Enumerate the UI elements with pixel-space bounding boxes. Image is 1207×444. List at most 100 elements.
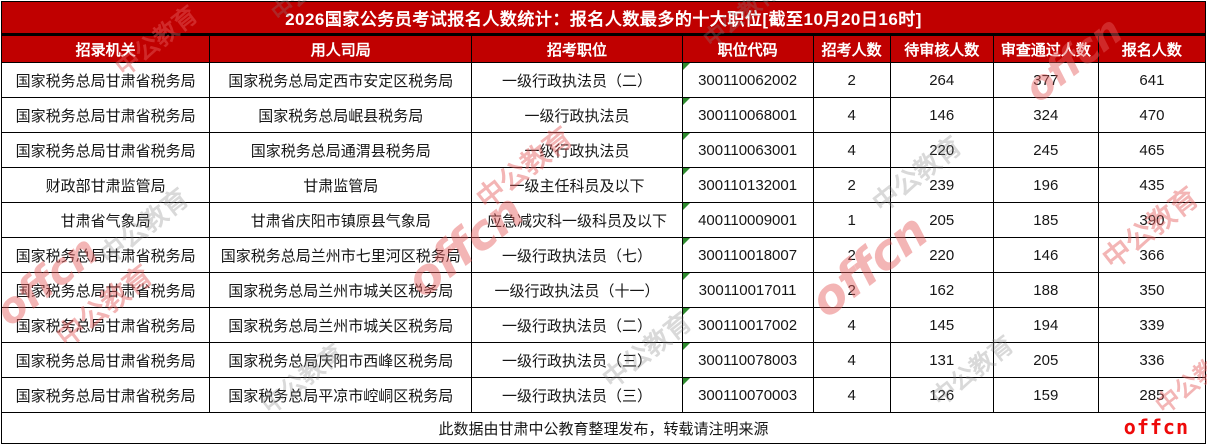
- table-row: 国家税务总局甘肃省税务局 国家税务总局兰州市七里河区税务局 一级行政执法员（七） 30…: [0, 237, 1207, 273]
- cell-recruit-count: 4: [812, 342, 891, 378]
- cell-position-title: 一级行政执法员（三）: [471, 377, 683, 413]
- cell-employing-department: 国家税务总局兰州市七里河区税务局: [209, 237, 473, 273]
- table-row: 国家税务总局甘肃省税务局 国家税务总局兰州市城关区税务局 一级行政执法员（二） 300…: [0, 307, 1207, 343]
- cell-applicant-count: 465: [1097, 132, 1207, 168]
- col-header-position-title: 招考职位: [471, 34, 683, 63]
- col-header-position-code: 职位代码: [681, 34, 814, 63]
- cell-employing-department: 国家税务总局庆阳市西峰区税务局: [209, 342, 473, 378]
- cell-approved-count: 146: [992, 237, 1099, 273]
- col-header-employing-department: 用人司局: [209, 34, 473, 63]
- cell-employing-department: 国家税务总局平凉市崆峒区税务局: [209, 377, 473, 413]
- excel-text-flag-icon: [683, 98, 690, 105]
- cell-applicant-count: 641: [1097, 62, 1207, 98]
- excel-text-flag-icon: [683, 168, 690, 175]
- cell-position-code: 300110070003: [681, 377, 814, 413]
- footer-note-cell: 此数据由甘肃中公教育整理发布，转载请注明来源 offcn: [1, 412, 1206, 444]
- cell-position-code: 300110068001: [681, 97, 814, 133]
- cell-applicant-count: 366: [1097, 237, 1207, 273]
- cell-recruiting-agency: 国家税务总局甘肃省税务局: [0, 97, 211, 133]
- cell-applicant-count: 390: [1097, 202, 1207, 238]
- col-header-recruiting-agency: 招录机关: [0, 34, 211, 63]
- col-header-applicant-count: 报名人数: [1097, 34, 1207, 63]
- cell-position-title: 一级行政执法员（二）: [471, 62, 683, 98]
- page-title: 2026国家公务员考试报名人数统计：报名人数最多的十大职位[截至10月20日16…: [1, 1, 1206, 36]
- cell-recruit-count: 2: [812, 167, 891, 203]
- excel-text-flag-icon: [683, 343, 690, 350]
- cell-pending-review-count: 205: [889, 202, 994, 238]
- cell-employing-department: 国家税务总局兰州市城关区税务局: [209, 307, 473, 343]
- cell-pending-review-count: 220: [889, 132, 994, 168]
- cell-position-title: 一级行政执法员（二）: [471, 307, 683, 343]
- cell-position-code: 400110009001: [681, 202, 814, 238]
- cell-recruit-count: 2: [812, 237, 891, 273]
- excel-text-flag-icon: [683, 63, 690, 70]
- table-row: 国家税务总局甘肃省税务局 国家税务总局兰州市城关区税务局 一级行政执法员（十一） 30…: [0, 272, 1207, 308]
- col-header-recruit-count: 招考人数: [812, 34, 891, 63]
- cell-recruit-count: 2: [812, 62, 891, 98]
- cell-recruit-count: 2: [812, 272, 891, 308]
- cell-pending-review-count: 264: [889, 62, 994, 98]
- cell-applicant-count: 336: [1097, 342, 1207, 378]
- cell-recruiting-agency: 国家税务总局甘肃省税务局: [0, 272, 211, 308]
- excel-text-flag-icon: [683, 238, 690, 245]
- cell-approved-count: 205: [992, 342, 1099, 378]
- excel-text-flag-icon: [683, 203, 690, 210]
- cell-recruit-count: 4: [812, 377, 891, 413]
- cell-position-code: 300110017011: [681, 272, 814, 308]
- cell-recruiting-agency: 甘肃省气象局: [0, 202, 211, 238]
- cell-position-title: 一级行政执法员: [471, 97, 683, 133]
- cell-recruit-count: 1: [812, 202, 891, 238]
- cell-approved-count: 185: [992, 202, 1099, 238]
- cell-applicant-count: 470: [1097, 97, 1207, 133]
- col-header-pending-review-count: 待审核人数: [889, 34, 994, 63]
- cell-position-code: 300110062002: [681, 62, 814, 98]
- cell-recruiting-agency: 财政部甘肃监管局: [0, 167, 211, 203]
- cell-approved-count: 245: [992, 132, 1099, 168]
- cell-pending-review-count: 220: [889, 237, 994, 273]
- table-row: 国家税务总局甘肃省税务局 国家税务总局定西市安定区税务局 一级行政执法员（二） 300…: [0, 62, 1207, 98]
- table-row: 国家税务总局甘肃省税务局 国家税务总局平凉市崆峒区税务局 一级行政执法员（三） 300…: [0, 377, 1207, 413]
- cell-approved-count: 188: [992, 272, 1099, 308]
- cell-position-code: 300110132001: [681, 167, 814, 203]
- cell-employing-department: 国家税务总局定西市安定区税务局: [209, 62, 473, 98]
- cell-position-code: 300110018007: [681, 237, 814, 273]
- cell-pending-review-count: 239: [889, 167, 994, 203]
- cell-employing-department: 国家税务总局岷县税务局: [209, 97, 473, 133]
- cell-position-title: 一级行政执法员（七）: [471, 237, 683, 273]
- cell-recruiting-agency: 国家税务总局甘肃省税务局: [0, 237, 211, 273]
- table-row: 国家税务总局甘肃省税务局 国家税务总局岷县税务局 一级行政执法员 3001100680…: [0, 97, 1207, 133]
- cell-recruit-count: 4: [812, 97, 891, 133]
- cell-recruit-count: 4: [812, 132, 891, 168]
- cell-applicant-count: 285: [1097, 377, 1207, 413]
- cell-recruiting-agency: 国家税务总局甘肃省税务局: [0, 342, 211, 378]
- cell-position-code: 300110017002: [681, 307, 814, 343]
- cell-position-code: 300110078003: [681, 342, 814, 378]
- cell-approved-count: 324: [992, 97, 1099, 133]
- title-row: 2026国家公务员考试报名人数统计：报名人数最多的十大职位[截至10月20日16…: [1, 1, 1206, 36]
- cell-approved-count: 159: [992, 377, 1099, 413]
- cell-position-title: 一级行政执法员（三）: [471, 342, 683, 378]
- cell-position-title: 一级行政执法员（十一）: [471, 272, 683, 308]
- cell-approved-count: 194: [992, 307, 1099, 343]
- cell-employing-department: 国家税务总局通渭县税务局: [209, 132, 473, 168]
- col-header-approved-count: 审查通过人数: [992, 34, 1099, 63]
- cell-employing-department: 国家税务总局兰州市城关区税务局: [209, 272, 473, 308]
- cell-applicant-count: 339: [1097, 307, 1207, 343]
- footer-note: 此数据由甘肃中公教育整理发布，转载请注明来源: [438, 420, 769, 438]
- footer-row: 此数据由甘肃中公教育整理发布，转载请注明来源 offcn: [1, 412, 1206, 444]
- cell-recruiting-agency: 国家税务总局甘肃省税务局: [0, 307, 211, 343]
- cell-recruiting-agency: 国家税务总局甘肃省税务局: [0, 62, 211, 98]
- excel-text-flag-icon: [683, 273, 690, 280]
- header-row: 招录机关 用人司局 招考职位 职位代码 招考人数 待审核人数 审查通过人数 报名…: [0, 34, 1207, 63]
- table-row: 国家税务总局甘肃省税务局 国家税务总局庆阳市西峰区税务局 一级行政执法员（三） 300…: [0, 342, 1207, 378]
- cell-pending-review-count: 131: [889, 342, 994, 378]
- cell-recruiting-agency: 国家税务总局甘肃省税务局: [0, 377, 211, 413]
- cell-employing-department: 甘肃监管局: [209, 167, 473, 203]
- cell-applicant-count: 435: [1097, 167, 1207, 203]
- excel-text-flag-icon: [683, 378, 690, 385]
- cell-pending-review-count: 146: [889, 97, 994, 133]
- cell-recruiting-agency: 国家税务总局甘肃省税务局: [0, 132, 211, 168]
- cell-employing-department: 甘肃省庆阳市镇原县气象局: [209, 202, 473, 238]
- cell-pending-review-count: 126: [889, 377, 994, 413]
